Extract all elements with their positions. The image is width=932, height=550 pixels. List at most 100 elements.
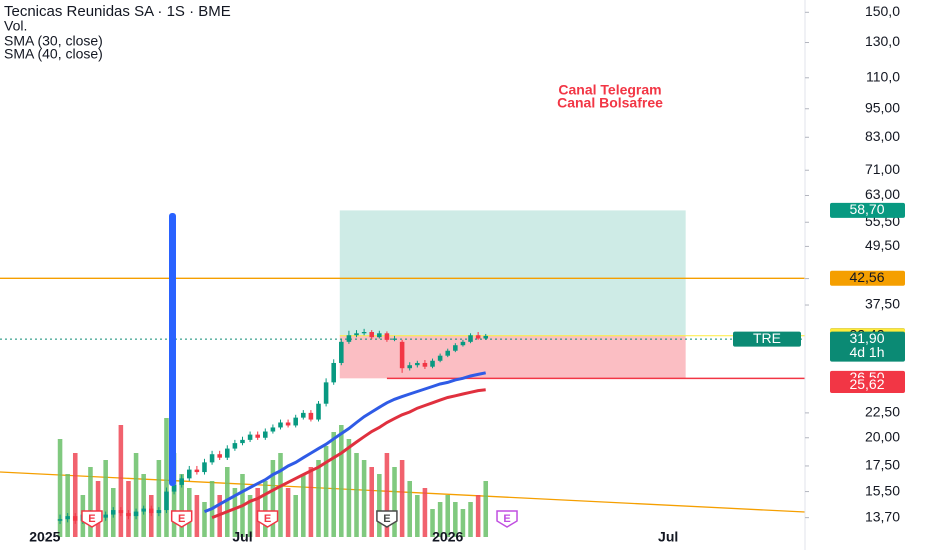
candle-body [209, 454, 215, 463]
volume-bar [468, 502, 473, 537]
volume-bar [194, 495, 200, 537]
candle-body [354, 333, 359, 336]
candle-body [148, 508, 154, 514]
volume-bar [118, 425, 124, 537]
volume-bar [445, 495, 451, 537]
volume-bar [72, 453, 78, 537]
volume-bar [407, 481, 413, 537]
y-tick-label: 130,0 [865, 33, 900, 49]
annotation: Canal Bolsafree [557, 95, 663, 111]
candle-body [377, 333, 382, 338]
sma-line [211, 388, 486, 519]
countdown: 4d 1h [849, 344, 884, 360]
candle-body [483, 335, 489, 339]
candle-body [225, 448, 230, 458]
event-marker [496, 510, 518, 528]
volume-bar [293, 495, 298, 537]
price-badge-label: 42,56 [849, 269, 884, 285]
candle-body [232, 443, 238, 449]
volume-bar [339, 425, 344, 537]
volume-bar [156, 460, 162, 537]
candle-body [278, 422, 283, 428]
event-label: E [383, 513, 390, 525]
price-badge [830, 270, 905, 286]
event-label: E [88, 513, 95, 525]
price-badge-label: 25,62 [849, 376, 884, 392]
volume-bar [179, 474, 184, 537]
legend-entry: SMA (30, close) [4, 33, 103, 49]
candle-body [202, 462, 207, 473]
volume-bar [422, 488, 428, 537]
y-tick-label: 20,00 [865, 428, 900, 444]
symbol-label: TRE [753, 330, 781, 346]
symbol-badge [733, 331, 801, 347]
volume-bar [103, 460, 108, 537]
x-tick-label: Jul [658, 529, 678, 545]
candle-body [453, 345, 458, 351]
y-tick-label: 15,50 [865, 482, 900, 498]
candle-body [103, 514, 108, 518]
y-tick-label: 83,00 [865, 128, 900, 144]
candle-body [110, 510, 116, 515]
volume-bar [361, 460, 367, 537]
volume-bar [225, 467, 230, 537]
volume-bar [285, 488, 291, 537]
candle-body [430, 360, 435, 367]
volume-bar [65, 474, 70, 537]
target-zone [339, 210, 686, 336]
volume-bar [247, 495, 253, 537]
y-tick-label: 63,00 [865, 186, 900, 202]
candle-body [255, 434, 260, 438]
candle-body [468, 335, 473, 342]
volume-bar [308, 467, 314, 537]
candle-body [339, 341, 344, 363]
volume-bar [133, 453, 139, 537]
candle-body [164, 491, 169, 511]
event-marker [256, 510, 279, 528]
candle-body [460, 341, 466, 346]
price-badge-label: 58,70 [849, 201, 884, 217]
sma-line [203, 371, 487, 513]
legend-entry: Vol. [4, 18, 27, 34]
y-tick-label: 71,00 [865, 161, 900, 177]
volume-bar [57, 439, 63, 537]
candle-body [285, 422, 291, 426]
y-tick-label: 95,00 [865, 99, 900, 115]
price-badge [830, 331, 905, 362]
volume-bar [415, 495, 420, 537]
event-marker [81, 510, 103, 528]
volume-bar [460, 509, 466, 537]
candle-body [270, 427, 276, 432]
candle-body [301, 412, 306, 418]
plot [0, 210, 805, 537]
volume-bar [88, 467, 93, 537]
volume-bar [453, 502, 458, 537]
x-tick-label: 2025 [29, 529, 60, 545]
volume-bar [323, 446, 329, 537]
candle-body [133, 511, 139, 517]
candle-body [293, 417, 298, 426]
volume-bar [437, 502, 443, 537]
volume-bar [316, 460, 321, 537]
y-tick-label: 17,50 [865, 457, 900, 473]
volume-bar [301, 474, 306, 537]
y-tick-label: 49,50 [865, 237, 900, 253]
candle-body [194, 469, 200, 473]
volume-bar [232, 488, 238, 537]
annotation: Canal Telegram [558, 82, 661, 98]
volume-bar [399, 460, 405, 537]
candle-body [156, 510, 162, 514]
candle-body [323, 382, 329, 404]
y-tick-label: 13,70 [865, 508, 900, 524]
candle-body [65, 516, 70, 520]
event-marker [170, 510, 193, 528]
y-tick-label: 37,50 [865, 296, 900, 312]
candle-body [475, 335, 481, 339]
y-tick-label: 22,50 [865, 404, 900, 420]
candle-body [415, 362, 420, 366]
candle-body [171, 484, 177, 492]
volume-bar [377, 474, 382, 537]
volume-bar [171, 453, 177, 537]
